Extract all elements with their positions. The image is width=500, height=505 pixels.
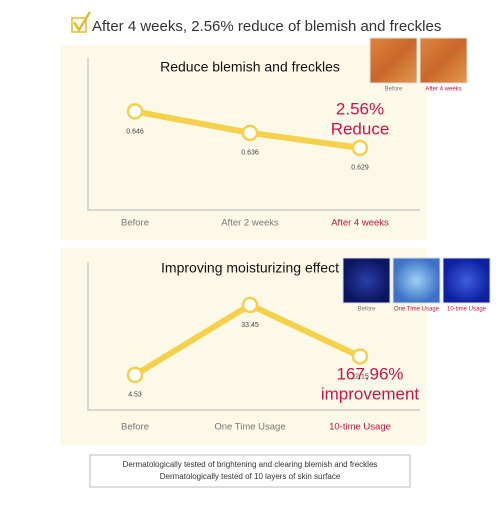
data-label: 0.636 [241, 150, 259, 157]
annotation: 167.96% [336, 364, 403, 383]
photo [419, 37, 468, 84]
annotation: 2.56% [336, 99, 384, 118]
photo-label: Before [358, 307, 376, 313]
axis [87, 58, 420, 211]
data-label: 0.646 [126, 128, 144, 135]
footnote-box [89, 454, 411, 488]
data-label: 4.53 [128, 392, 142, 399]
check-icon [71, 11, 92, 33]
photo [342, 257, 391, 304]
data-point [351, 139, 369, 157]
headline: After 4 weeks, 2.56% reduce of blemish a… [92, 18, 441, 35]
data-label: 12.15 [351, 373, 369, 380]
photo [442, 257, 491, 304]
data-label: 0.629 [351, 165, 369, 172]
x-tick-label: After 4 weeks [331, 218, 389, 229]
photo-label: After 4 weeks [425, 87, 461, 93]
x-tick-label: Before [121, 422, 149, 433]
data-point [241, 124, 259, 142]
data-label: 33.45 [241, 322, 259, 329]
footnote: Dermatologically tested of 10 layers of … [160, 472, 341, 481]
chart-title: Improving moisturizing effect [161, 260, 339, 276]
photo-label: One Time Usage [394, 307, 440, 313]
data-point [126, 103, 144, 120]
x-tick-label: Before [121, 218, 149, 229]
photo-label: 10-time Usage [447, 307, 487, 313]
photo [392, 257, 441, 304]
axis [87, 262, 420, 411]
annotation: Reduce [331, 119, 390, 138]
x-tick-label: One Time Usage [214, 422, 285, 433]
footnote: Dermatologically tested of brightening a… [123, 460, 378, 469]
x-tick-label: 10-time Usage [329, 422, 391, 433]
data-point [351, 348, 369, 365]
x-tick-label: After 2 weeks [221, 218, 279, 229]
chart-title: Reduce blemish and freckles [160, 59, 340, 75]
data-point [241, 296, 259, 314]
photo [369, 37, 418, 84]
data-point [126, 366, 144, 384]
annotation: improvement [321, 384, 420, 403]
photo-label: Before [385, 87, 403, 93]
